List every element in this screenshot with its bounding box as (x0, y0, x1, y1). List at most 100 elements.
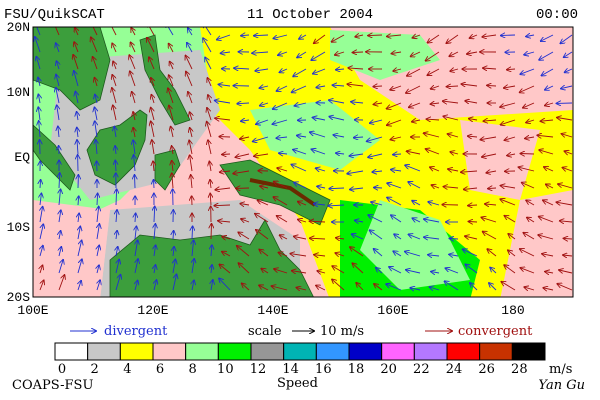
wind-arrow (523, 233, 535, 240)
wind-arrow (507, 154, 516, 156)
wind-arrow (95, 95, 97, 104)
wind-arrow (428, 34, 440, 43)
wind-arrow (526, 120, 535, 123)
wind-arrow (186, 56, 193, 70)
wind-arrow (78, 281, 81, 291)
wind-arrow (40, 180, 41, 189)
wind-arrow (393, 251, 402, 257)
wind-arrow (112, 88, 117, 104)
wind-arrow (292, 271, 307, 273)
wind-arrow (259, 250, 269, 257)
wind-arrow (505, 216, 516, 223)
wind-arrow (152, 140, 154, 155)
wind-arrow (432, 185, 440, 188)
wind-arrow (505, 137, 516, 140)
wind-arrow (412, 120, 421, 122)
wind-arrow (192, 280, 194, 291)
wind-arrow (294, 182, 307, 189)
wind-arrow (565, 151, 573, 154)
colorbar-swatch (348, 342, 383, 361)
wind-arrow (59, 247, 61, 257)
wind-arrow (461, 171, 478, 172)
wind-arrow (78, 214, 79, 223)
wind-arrow (374, 249, 383, 257)
wind-arrow (222, 154, 231, 155)
wind-arrow (387, 198, 402, 206)
wind-arrow (545, 86, 554, 90)
wind-arrow (428, 202, 440, 205)
lat-label: 20S (7, 290, 31, 305)
wind-arrow (461, 84, 478, 86)
wind-arrow (254, 154, 269, 156)
wind-arrow (113, 105, 117, 121)
wind-arrow (112, 75, 117, 87)
wind-arrow (426, 51, 440, 61)
wind-arrow (35, 27, 41, 36)
wind-arrow (313, 118, 326, 121)
wind-arrow (116, 260, 119, 274)
colorbar-tick: 2 (91, 362, 99, 377)
wind-arrow (350, 247, 364, 257)
wind-arrow (40, 280, 44, 291)
wind-arrow (217, 34, 231, 40)
wind-arrow (210, 180, 211, 189)
wind-arrow (299, 35, 307, 39)
wind-arrow (520, 154, 535, 155)
wind-arrow (504, 86, 516, 88)
colorbar-swatch (152, 342, 187, 361)
wind-arrow (448, 134, 459, 137)
wind-arrow (219, 84, 231, 86)
wind-arrow (386, 284, 402, 291)
wind-arrow (411, 51, 421, 56)
wind-arrow (59, 173, 60, 189)
wind-arrow (190, 155, 192, 172)
wind-arrow (485, 204, 497, 205)
wind-arrow (426, 149, 440, 155)
wind-arrow (56, 75, 59, 87)
wind-arrow (110, 27, 117, 36)
wind-arrow (115, 275, 121, 291)
wind-arrow (336, 238, 345, 239)
colorbar-swatch (185, 342, 219, 361)
colorbar-tick: 26 (478, 362, 495, 377)
colorbar-swatch (54, 342, 89, 361)
wind-arrow (465, 236, 478, 239)
wind-arrow (347, 84, 364, 86)
colorbar-title: Speed (277, 376, 318, 391)
wind-arrow (192, 259, 194, 274)
wind-arrow (133, 128, 135, 138)
wind-arrow (563, 168, 573, 171)
wind-arrow (58, 260, 63, 274)
wind-arrow (391, 137, 402, 140)
colorbar-tick: 8 (189, 362, 197, 377)
wind-arrow (40, 265, 43, 274)
wind-arrow (40, 194, 41, 206)
wind-arrow (116, 210, 117, 223)
wind-arrow (469, 222, 478, 223)
wind-arrow (170, 62, 173, 70)
wind-arrow (154, 245, 156, 257)
wind-arrow (329, 117, 345, 121)
wind-arrow (483, 68, 497, 69)
wind-arrow (428, 255, 440, 256)
wind-arrow (446, 34, 459, 43)
wind-arrow (293, 68, 307, 76)
wind-arrow (115, 146, 116, 155)
colorbar-tick: 0 (58, 362, 66, 377)
wind-arrow (241, 219, 250, 222)
wind-arrow (356, 283, 364, 291)
wind-arrow (190, 128, 192, 138)
wind-arrow (520, 68, 535, 74)
wind-arrow (543, 288, 554, 290)
wind-arrow (208, 140, 211, 155)
lon-label: 120E (137, 303, 168, 318)
wind-arrow (154, 180, 155, 189)
wind-arrow (293, 150, 307, 155)
land-australia (109, 219, 314, 297)
wind-arrow (208, 95, 211, 104)
wind-arrow (443, 116, 459, 121)
wind-arrow (277, 85, 288, 91)
wind-arrow (116, 231, 117, 240)
wind-arrow (405, 165, 421, 172)
wind-arrow (408, 182, 421, 189)
